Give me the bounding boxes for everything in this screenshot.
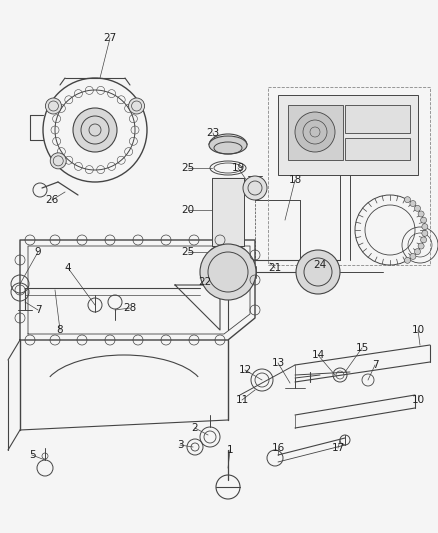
Text: 25: 25	[181, 247, 194, 257]
Bar	[345, 105, 410, 133]
Text: 21: 21	[268, 263, 282, 273]
Circle shape	[243, 176, 267, 200]
Circle shape	[73, 108, 117, 152]
Text: 3: 3	[177, 440, 184, 450]
Text: 2: 2	[192, 423, 198, 433]
Text: 18: 18	[288, 175, 302, 185]
Text: 19: 19	[231, 163, 245, 173]
Circle shape	[50, 153, 66, 169]
Text: 1: 1	[227, 445, 233, 455]
Circle shape	[420, 237, 427, 243]
Circle shape	[405, 257, 410, 263]
Text: 25: 25	[181, 163, 194, 173]
Text: 28: 28	[124, 303, 137, 313]
Text: 7: 7	[372, 360, 378, 370]
Circle shape	[420, 217, 427, 223]
Text: 15: 15	[355, 343, 369, 353]
Circle shape	[422, 224, 428, 230]
Text: 7: 7	[35, 305, 41, 315]
Text: 23: 23	[206, 128, 219, 138]
Text: 24: 24	[313, 260, 327, 270]
Circle shape	[46, 98, 61, 114]
Text: 4: 4	[65, 263, 71, 273]
Circle shape	[200, 244, 256, 300]
Circle shape	[410, 200, 416, 207]
Circle shape	[414, 205, 420, 212]
Bar	[278, 95, 418, 175]
Text: 20: 20	[181, 205, 194, 215]
Circle shape	[405, 197, 410, 203]
Text: 16: 16	[272, 443, 285, 453]
Bar	[345, 138, 410, 160]
Text: 13: 13	[272, 358, 285, 368]
Circle shape	[129, 98, 145, 114]
Ellipse shape	[209, 136, 247, 154]
Circle shape	[418, 243, 424, 249]
Text: 5: 5	[28, 450, 35, 460]
Text: 8: 8	[57, 325, 64, 335]
Text: 12: 12	[238, 365, 251, 375]
Text: 14: 14	[311, 350, 325, 360]
Circle shape	[410, 254, 416, 260]
Text: 10: 10	[411, 395, 424, 405]
Bar	[212, 178, 244, 246]
Text: 27: 27	[103, 33, 117, 43]
Text: 26: 26	[46, 195, 59, 205]
Bar	[288, 105, 343, 160]
Circle shape	[295, 112, 335, 152]
Text: 22: 22	[198, 277, 212, 287]
Bar	[268, 87, 430, 265]
Text: 17: 17	[332, 443, 345, 453]
Text: 10: 10	[411, 325, 424, 335]
Text: 9: 9	[35, 247, 41, 257]
Text: 11: 11	[235, 395, 249, 405]
Circle shape	[414, 248, 420, 255]
Circle shape	[418, 211, 424, 217]
Circle shape	[422, 230, 428, 236]
Circle shape	[296, 250, 340, 294]
